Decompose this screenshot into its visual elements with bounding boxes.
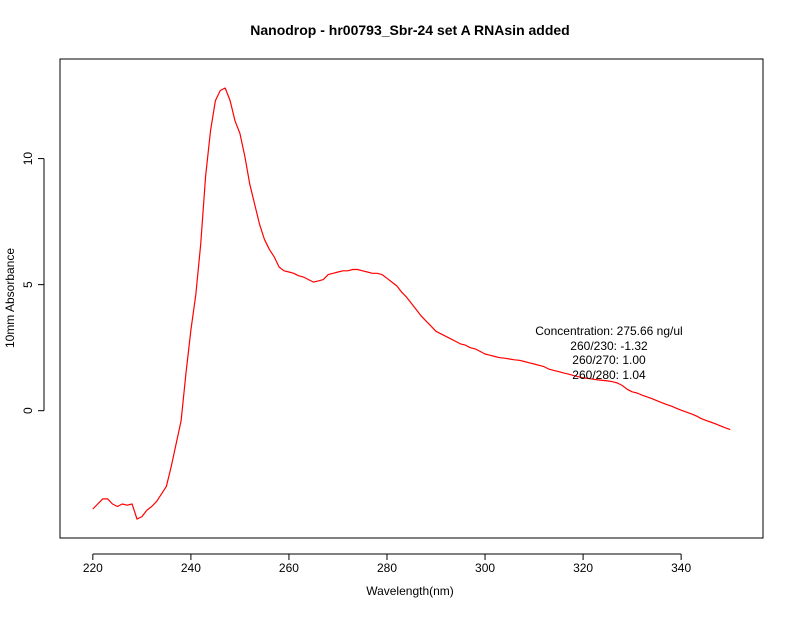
absorbance-series-line bbox=[92, 87, 731, 520]
x-tick-label-320: 320 bbox=[573, 561, 593, 575]
series-layer bbox=[92, 87, 731, 520]
x-tick-label-240: 240 bbox=[181, 561, 201, 575]
y-tick-label-5: 5 bbox=[21, 281, 35, 288]
x-tick-label-340: 340 bbox=[671, 561, 691, 575]
annotation-260-230: 260/230: -1.32 bbox=[570, 339, 648, 353]
annotation-260-270: 260/270: 1.00 bbox=[572, 353, 646, 367]
annotation-concentration: Concentration: 275.66 ng/ul bbox=[535, 324, 682, 338]
x-axis: 220 240 260 280 300 320 340 bbox=[83, 553, 691, 575]
chart-title: Nanodrop - hr00793_Sbr-24 set A RNAsin a… bbox=[250, 22, 569, 38]
x-tick-label-220: 220 bbox=[83, 561, 103, 575]
annotation-layer: Concentration: 275.66 ng/ul 260/230: -1.… bbox=[535, 324, 682, 382]
y-axis: 0 5 10 bbox=[21, 152, 45, 414]
x-axis-label: Wavelength(nm) bbox=[366, 584, 454, 598]
x-tick-label-280: 280 bbox=[377, 561, 397, 575]
x-tick-label-300: 300 bbox=[475, 561, 495, 575]
annotation-260-280: 260/280: 1.04 bbox=[572, 368, 646, 382]
plot-frame bbox=[59, 58, 764, 539]
y-axis-label: 10mm Absorbance bbox=[3, 248, 17, 348]
y-tick-label-10: 10 bbox=[21, 152, 35, 166]
x-tick-label-260: 260 bbox=[279, 561, 299, 575]
y-tick-label-0: 0 bbox=[21, 407, 35, 414]
